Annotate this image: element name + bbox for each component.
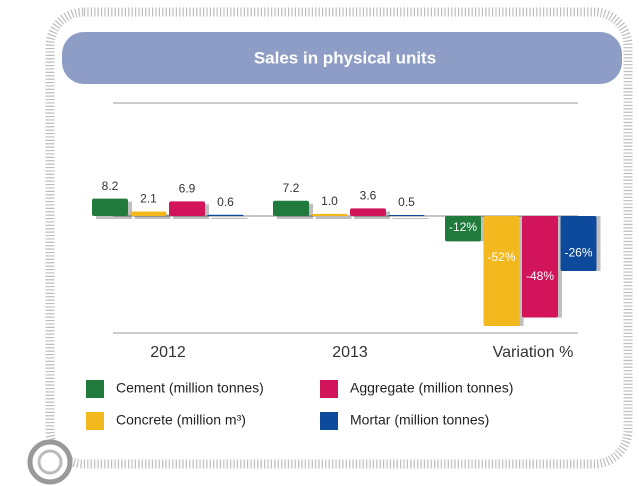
legend-label: Concrete (million m³) <box>116 412 246 428</box>
legend-label: Aggregate (million tonnes) <box>350 380 513 396</box>
ring-inner <box>37 449 63 475</box>
value-label: 0.5 <box>398 195 415 209</box>
bar <box>169 201 205 216</box>
legend-swatch <box>86 380 104 398</box>
x-tick-label: 2012 <box>150 344 186 361</box>
x-tick-label: 2013 <box>332 344 368 361</box>
value-label: 0.6 <box>217 195 234 209</box>
value-label: -52% <box>487 250 515 264</box>
value-label: -48% <box>526 269 554 283</box>
legend-swatch <box>320 412 338 430</box>
bar <box>273 200 309 216</box>
bar <box>483 216 520 326</box>
frame <box>45 7 633 469</box>
value-label: 3.6 <box>360 189 377 203</box>
bar <box>350 208 386 216</box>
value-label: 6.9 <box>179 182 196 196</box>
chart-title: Sales in physical units <box>254 48 436 67</box>
x-tick-label: Variation % <box>493 344 574 361</box>
value-label: 8.2 <box>102 179 119 193</box>
ring <box>27 439 73 485</box>
legend-swatch <box>86 412 104 430</box>
bar <box>445 216 481 242</box>
bar <box>311 213 348 216</box>
bar <box>522 216 558 318</box>
value-label: 2.1 <box>140 192 157 206</box>
bar <box>560 216 597 271</box>
value-label: 1.0 <box>321 194 338 208</box>
value-label: -12% <box>449 220 477 234</box>
bar-side <box>315 216 352 219</box>
value-label: -26% <box>564 246 592 260</box>
bar-side <box>134 214 171 219</box>
bar <box>92 198 128 216</box>
legend-label: Mortar (million tonnes) <box>350 412 489 428</box>
legend-label: Cement (million tonnes) <box>116 380 264 396</box>
legend-swatch <box>320 380 338 398</box>
bar <box>388 214 425 216</box>
bar-side <box>211 217 248 219</box>
title-bar <box>62 32 622 84</box>
bar <box>130 211 167 216</box>
bar <box>207 214 244 216</box>
value-label: 7.2 <box>283 181 300 195</box>
bar-side <box>392 217 429 219</box>
